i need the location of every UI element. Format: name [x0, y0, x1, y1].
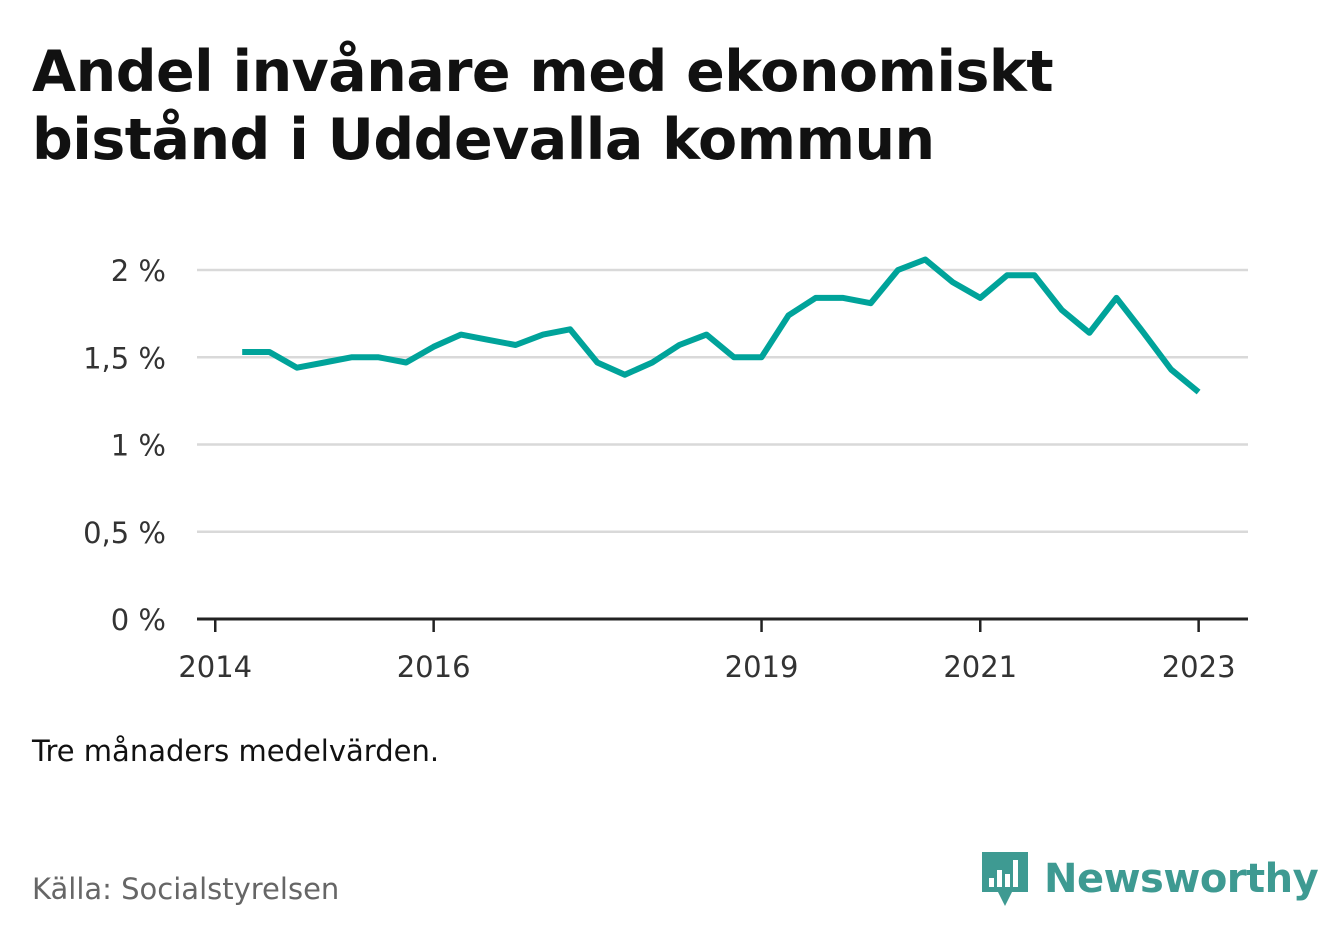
y-axis-labels: 0 % 0,5 % 1 % 1,5 % 2 % — [83, 254, 166, 637]
y-tick-label: 0 % — [111, 603, 166, 637]
x-tick-label: 2014 — [178, 650, 252, 684]
series-line — [242, 256, 1201, 395]
gridlines — [197, 268, 1248, 533]
x-axis-ticks: 2014 2016 2019 2021 2023 — [178, 619, 1236, 684]
chart-note: Tre månaders medelvärden. — [32, 734, 440, 768]
series-layer — [242, 256, 1201, 395]
source-credit: Källa: Socialstyrelsen — [32, 872, 340, 906]
brand-logo[interactable]: Newsworthy — [980, 850, 1319, 908]
y-tick-label: 2 % — [111, 254, 166, 288]
x-tick-label: 2016 — [397, 650, 471, 684]
newsworthy-logo-icon — [982, 852, 1028, 906]
x-tick-label: 2021 — [943, 650, 1017, 684]
y-tick-label: 0,5 % — [83, 516, 166, 550]
chart-title: Andel invånare med ekonomiskt bistånd i … — [32, 39, 1054, 173]
brand-name: Newsworthy — [1044, 856, 1319, 902]
y-tick-label: 1,5 % — [83, 341, 166, 375]
x-tick-label: 2019 — [725, 650, 799, 684]
y-tick-label: 1 % — [111, 429, 166, 463]
x-tick-label: 2023 — [1162, 650, 1236, 684]
